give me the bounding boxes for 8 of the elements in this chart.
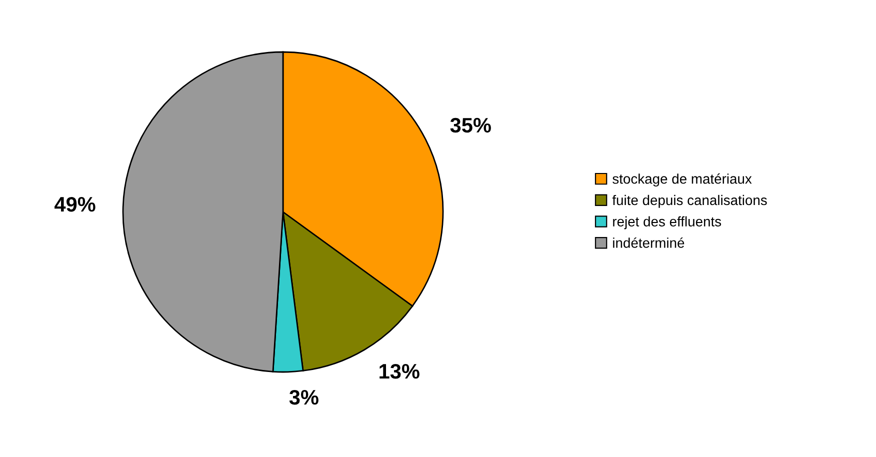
legend-label: indéterminé xyxy=(613,237,684,248)
data-label: 13% xyxy=(380,364,420,379)
legend-label: fuite depuis canalisations xyxy=(612,194,767,208)
data-label: 35% xyxy=(450,118,491,133)
data-label: 49% xyxy=(54,196,96,212)
legend-label: stockage de matériaux xyxy=(612,173,752,187)
legend-label: rejet des effluents xyxy=(613,216,722,230)
data-label: 3% xyxy=(289,390,318,405)
